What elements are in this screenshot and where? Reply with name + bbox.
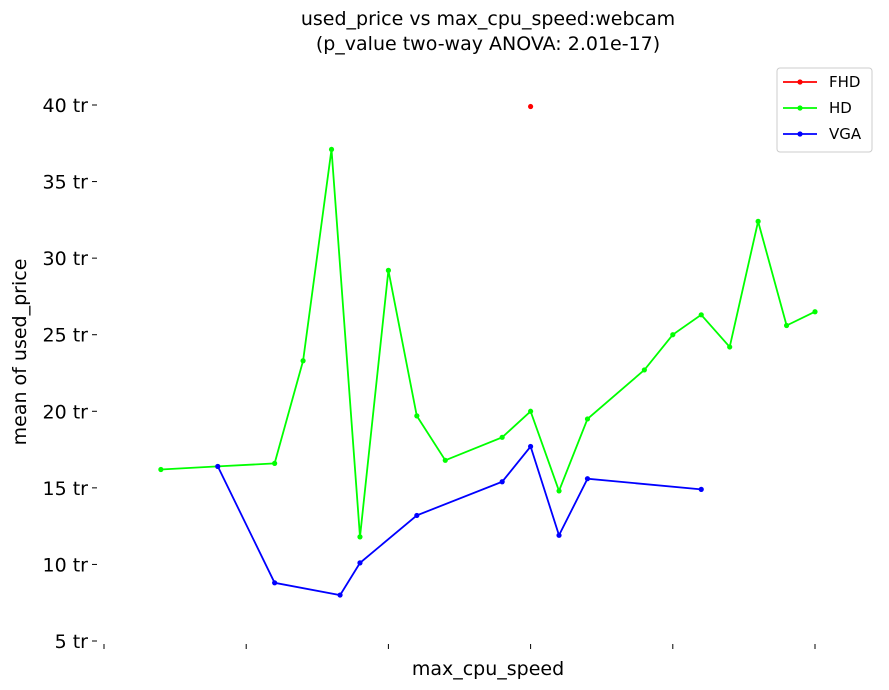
plot-area	[158, 103, 818, 598]
y-tick-label: 30 tr	[43, 248, 89, 270]
data-point	[783, 322, 790, 329]
data-point	[584, 416, 591, 422]
data-point	[357, 534, 363, 540]
data-point	[300, 358, 306, 364]
data-point	[528, 408, 534, 414]
data-point	[670, 332, 676, 338]
y-tick-label: 25 tr	[43, 325, 89, 347]
data-point	[641, 367, 647, 373]
legend-label-hd: HD	[829, 99, 852, 117]
data-point	[556, 488, 562, 494]
legend-marker	[797, 105, 803, 111]
y-tick-label: 40 tr	[43, 95, 89, 117]
legend-marker	[797, 79, 803, 85]
data-point	[272, 580, 278, 586]
data-point	[414, 512, 420, 519]
data-point	[357, 560, 363, 566]
data-point	[556, 532, 562, 538]
legend-box	[776, 67, 873, 153]
y-tick-label: 15 tr	[43, 478, 89, 500]
data-point	[528, 103, 534, 110]
series-line-hd	[160, 149, 816, 537]
y-tick-label: 10 tr	[43, 554, 89, 576]
series-line-vga	[216, 444, 702, 597]
data-point	[812, 309, 818, 315]
y-axis-label: mean of used_price	[9, 259, 31, 446]
data-point	[385, 267, 391, 273]
data-point	[272, 460, 278, 466]
data-point	[698, 486, 704, 492]
data-point	[414, 413, 420, 419]
y-tick-label: 35 tr	[43, 172, 89, 194]
data-point	[698, 312, 704, 318]
legend: FHD HD VGA	[776, 67, 873, 153]
series-fhd	[528, 103, 534, 110]
data-point	[328, 146, 335, 153]
data-point	[499, 479, 505, 485]
data-point	[584, 476, 591, 482]
legend-label-vga: VGA	[829, 125, 862, 143]
legend-label-fhd: FHD	[829, 73, 860, 91]
y-tick-label: 5 tr	[55, 631, 89, 653]
data-point	[215, 463, 221, 470]
data-point	[528, 443, 534, 450]
series-hd	[158, 146, 818, 540]
y-tick-label: 20 tr	[43, 401, 89, 423]
chart-subtitle: (p_value two-way ANOVA: 2.01e-17)	[316, 33, 660, 55]
chart-title: used_price vs max_cpu_speed:webcam	[301, 8, 675, 30]
y-axis: 5 tr 10 tr 15 tr 20 tr 25 tr 30 tr 35 tr 40 tr	[43, 95, 97, 653]
data-point	[499, 434, 505, 440]
legend-marker	[797, 131, 803, 137]
x-axis	[103, 644, 816, 649]
data-point	[337, 592, 343, 598]
data-point	[727, 344, 733, 350]
series-vga	[215, 443, 704, 598]
x-axis-label: max_cpu_speed	[412, 658, 564, 680]
data-point	[158, 466, 164, 473]
data-point	[442, 457, 448, 463]
data-point	[755, 218, 761, 224]
